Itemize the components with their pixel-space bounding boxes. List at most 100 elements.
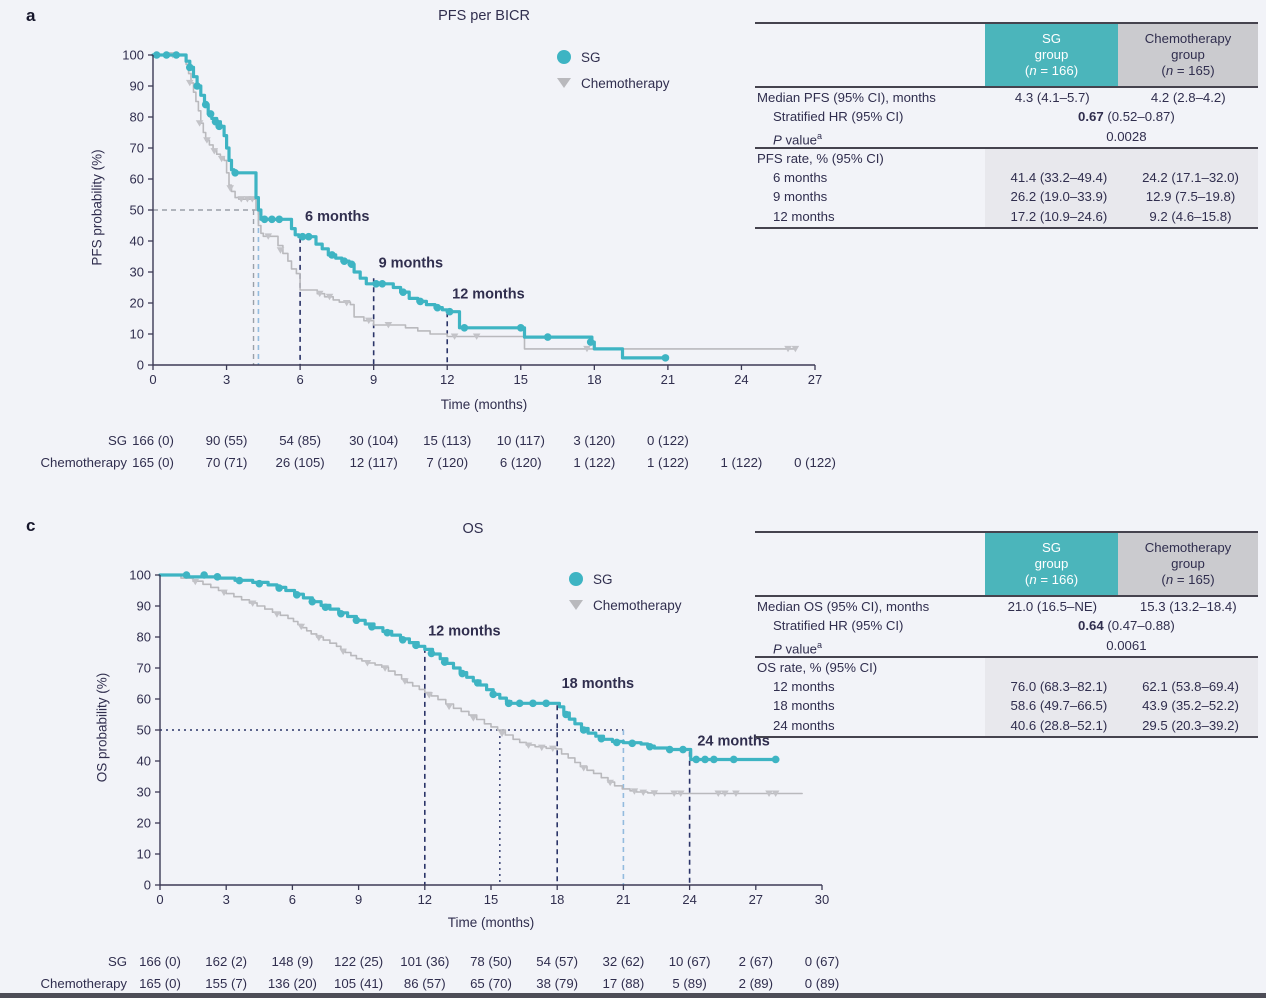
event-marker bbox=[398, 635, 407, 644]
censor-marker bbox=[791, 345, 800, 353]
hr-row: Stratified HR (95% CI) 0.64 (0.47–0.88) bbox=[755, 616, 1258, 635]
event-marker bbox=[628, 739, 637, 748]
censor-marker bbox=[548, 745, 557, 752]
event-marker bbox=[440, 658, 449, 666]
event-marker bbox=[328, 251, 336, 259]
risk-count-cell: 136 (20) bbox=[267, 976, 317, 991]
event-marker bbox=[213, 573, 222, 581]
event-marker bbox=[368, 622, 376, 631]
risk-count-cell: 70 (71) bbox=[205, 455, 248, 470]
rate-row: 9 months 26.2 (19.0–33.9) 12.9 (7.5–19.8… bbox=[773, 189, 1236, 204]
censor-marker bbox=[384, 322, 393, 329]
rate-row: 6 months 41.4 (33.2–49.4) 24.2 (17.1–32.… bbox=[773, 170, 1239, 185]
y-tick-label: 70 bbox=[130, 141, 144, 156]
event-marker bbox=[661, 354, 670, 362]
x-tick-label: 21 bbox=[616, 892, 630, 907]
risk-count-cell: 7 (120) bbox=[426, 455, 469, 470]
event-marker bbox=[399, 288, 407, 296]
risk-count-cell: 165 (0) bbox=[132, 455, 174, 470]
risk-count-cell: 30 (104) bbox=[349, 433, 399, 448]
x-tick-label: 12 bbox=[418, 892, 432, 907]
legend-item-chemotherapy: Chemotherapy bbox=[556, 70, 670, 96]
stats-table-header: SG group (n = 166) Chemotherapy group (n… bbox=[755, 24, 1258, 88]
event-marker bbox=[729, 755, 738, 764]
sg-circle-marker-icon bbox=[568, 572, 583, 586]
event-marker bbox=[562, 710, 570, 719]
risk-count-cell: 26 (105) bbox=[275, 455, 325, 470]
y-tick-label: 50 bbox=[130, 203, 144, 218]
censor-marker bbox=[248, 196, 257, 203]
censor-marker bbox=[714, 790, 723, 797]
censor-marker bbox=[339, 648, 347, 655]
legend-item-sg: SG bbox=[568, 566, 682, 592]
event-marker bbox=[352, 616, 361, 625]
p-value: 0.0061 bbox=[1106, 638, 1147, 653]
chemotherapy-column-header: Chemotherapy group (n = 165) bbox=[1118, 533, 1258, 595]
y-tick-label: 70 bbox=[137, 661, 151, 676]
risk-count-cell: 105 (41) bbox=[334, 976, 384, 991]
event-marker bbox=[516, 324, 525, 332]
event-marker bbox=[337, 609, 345, 618]
y-tick-label: 0 bbox=[144, 878, 151, 893]
rate-row: 24 months 40.6 (28.8–52.1) 29.5 (20.3–39… bbox=[773, 718, 1239, 733]
censor-marker bbox=[450, 333, 459, 340]
median-chemo-value: 4.2 (2.8–4.2) bbox=[1150, 90, 1226, 105]
event-marker bbox=[515, 699, 524, 708]
timepoint-annotation: 12 months bbox=[452, 286, 525, 302]
km-curve-chemotherapy bbox=[152, 54, 797, 350]
os-y-axis-label: OS probability (%) bbox=[94, 672, 110, 783]
risk-count-cell: 5 (89) bbox=[672, 976, 707, 991]
x-tick-label: 0 bbox=[156, 892, 163, 907]
y-tick-label: 100 bbox=[129, 568, 151, 583]
os-x-axis-label: Time (months) bbox=[447, 915, 535, 930]
sg-circle-marker-icon bbox=[556, 50, 571, 64]
censor-marker bbox=[721, 790, 729, 797]
median-row: Median OS (95% CI), months 21.0 (16.5–NE… bbox=[755, 597, 1258, 616]
risk-row-label-sg-a: SG bbox=[107, 433, 127, 448]
censor-marker bbox=[195, 120, 204, 127]
rate-section: OS rate, % (95% CI) 12 months 76.0 (68.3… bbox=[755, 656, 1258, 736]
risk-count-cell: 2 (67) bbox=[738, 954, 774, 969]
censor-marker bbox=[765, 790, 773, 797]
event-marker bbox=[586, 338, 595, 346]
censor-marker bbox=[445, 703, 453, 711]
x-tick-label: 9 bbox=[355, 892, 362, 907]
risk-count-cell: 155 (7) bbox=[205, 976, 248, 991]
x-tick-label: 21 bbox=[661, 372, 675, 387]
censor-marker bbox=[771, 790, 780, 797]
event-marker bbox=[185, 63, 194, 72]
censor-marker bbox=[784, 345, 792, 353]
censor-marker bbox=[676, 790, 685, 797]
censor-marker bbox=[606, 779, 614, 787]
risk-count-cell: 1 (122) bbox=[720, 455, 763, 470]
y-tick-label: 80 bbox=[130, 110, 144, 125]
pfs-y-axis-label: PFS probability (%) bbox=[89, 149, 105, 266]
y-tick-label: 90 bbox=[130, 79, 144, 94]
event-marker bbox=[193, 82, 201, 90]
censor-marker bbox=[226, 185, 235, 192]
risk-row-label-sg-c: SG bbox=[107, 954, 127, 969]
y-tick-label: 80 bbox=[137, 630, 151, 645]
censor-marker bbox=[524, 742, 533, 749]
censor-marker bbox=[297, 623, 306, 631]
censor-marker bbox=[364, 317, 373, 325]
x-tick-label: 18 bbox=[550, 892, 564, 907]
risk-count-cell: 0 (122) bbox=[794, 455, 836, 470]
risk-count-cell: 166 (0) bbox=[139, 954, 181, 969]
chemotherapy-triangle-marker-icon bbox=[556, 78, 571, 88]
event-marker bbox=[383, 628, 392, 637]
y-tick-label: 30 bbox=[137, 785, 151, 800]
event-marker bbox=[152, 51, 161, 59]
event-marker bbox=[304, 232, 313, 241]
p-value-row: P valuea 0.0028 bbox=[755, 126, 1258, 147]
km-curve-chemotherapy bbox=[159, 574, 803, 795]
event-marker bbox=[321, 603, 330, 612]
x-tick-label: 3 bbox=[223, 372, 230, 387]
timepoint-annotation: 12 months bbox=[428, 623, 501, 639]
risk-count-cell: 0 (122) bbox=[646, 433, 689, 448]
event-marker bbox=[308, 597, 317, 606]
rate-row: 12 months 76.0 (68.3–82.1) 62.1 (53.8–69… bbox=[773, 679, 1239, 694]
event-marker bbox=[579, 726, 588, 734]
y-tick-label: 20 bbox=[130, 296, 144, 311]
x-tick-label: 6 bbox=[296, 372, 303, 387]
